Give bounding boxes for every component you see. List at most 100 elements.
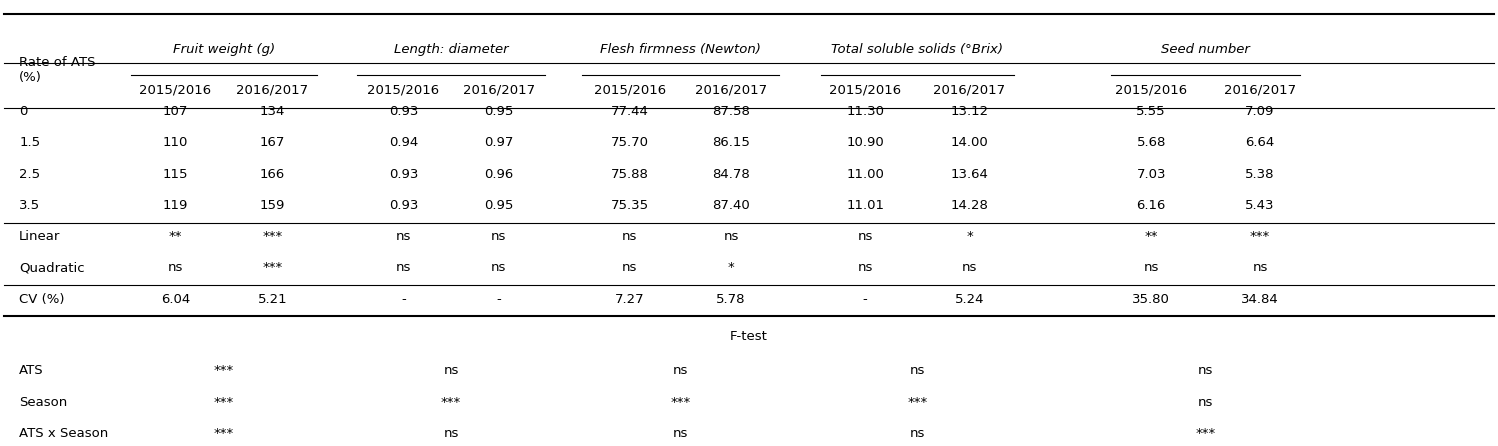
Text: 159: 159 bbox=[259, 199, 285, 212]
Text: 7.09: 7.09 bbox=[1245, 105, 1275, 118]
Text: 2015/2016: 2015/2016 bbox=[828, 83, 902, 96]
Text: 5.55: 5.55 bbox=[1137, 105, 1165, 118]
Text: ns: ns bbox=[443, 427, 458, 440]
Text: 5.43: 5.43 bbox=[1245, 199, 1275, 212]
Text: Length: diameter: Length: diameter bbox=[394, 43, 508, 56]
Text: 2015/2016: 2015/2016 bbox=[593, 83, 667, 96]
Text: ***: *** bbox=[262, 261, 283, 274]
Text: ***: *** bbox=[262, 230, 283, 243]
Text: Flesh firmness (Newton): Flesh firmness (Newton) bbox=[601, 43, 761, 56]
Text: 1.5: 1.5 bbox=[19, 136, 40, 149]
Text: 11.01: 11.01 bbox=[846, 199, 884, 212]
Text: 5.24: 5.24 bbox=[954, 293, 984, 306]
Text: 2016/2017: 2016/2017 bbox=[933, 83, 1005, 96]
Text: 7.27: 7.27 bbox=[616, 293, 644, 306]
Text: ***: *** bbox=[908, 396, 927, 409]
Text: 77.44: 77.44 bbox=[611, 105, 649, 118]
Text: ***: *** bbox=[440, 396, 461, 409]
Text: ***: *** bbox=[214, 427, 234, 440]
Text: 2016/2017: 2016/2017 bbox=[463, 83, 535, 96]
Text: 5.21: 5.21 bbox=[258, 293, 288, 306]
Text: ns: ns bbox=[491, 261, 506, 274]
Text: **: ** bbox=[169, 230, 183, 243]
Text: *: * bbox=[728, 261, 734, 274]
Text: 2.5: 2.5 bbox=[19, 168, 40, 181]
Text: -: - bbox=[496, 293, 502, 306]
Text: 167: 167 bbox=[259, 136, 285, 149]
Text: ns: ns bbox=[622, 230, 638, 243]
Text: ns: ns bbox=[962, 261, 977, 274]
Text: 86.15: 86.15 bbox=[712, 136, 750, 149]
Text: 0.93: 0.93 bbox=[388, 168, 418, 181]
Text: 7.03: 7.03 bbox=[1137, 168, 1165, 181]
Text: CV (%): CV (%) bbox=[19, 293, 64, 306]
Text: 2016/2017: 2016/2017 bbox=[237, 83, 309, 96]
Text: ns: ns bbox=[1252, 261, 1267, 274]
Text: ns: ns bbox=[1143, 261, 1159, 274]
Text: ***: *** bbox=[214, 396, 234, 409]
Text: 6.16: 6.16 bbox=[1137, 199, 1165, 212]
Text: 13.64: 13.64 bbox=[951, 168, 989, 181]
Text: Season: Season bbox=[19, 396, 67, 409]
Text: ***: *** bbox=[1195, 427, 1216, 440]
Text: 0.95: 0.95 bbox=[484, 199, 514, 212]
Text: Total soluble solids (°Brix): Total soluble solids (°Brix) bbox=[831, 43, 1004, 56]
Text: *: * bbox=[966, 230, 972, 243]
Text: 14.00: 14.00 bbox=[951, 136, 989, 149]
Text: 2015/2016: 2015/2016 bbox=[1115, 83, 1188, 96]
Text: 115: 115 bbox=[163, 168, 189, 181]
Text: 5.68: 5.68 bbox=[1137, 136, 1165, 149]
Text: ns: ns bbox=[909, 427, 926, 440]
Text: Linear: Linear bbox=[19, 230, 60, 243]
Text: 6.64: 6.64 bbox=[1245, 136, 1275, 149]
Text: 2016/2017: 2016/2017 bbox=[695, 83, 767, 96]
Text: Rate of ATS
(%): Rate of ATS (%) bbox=[19, 56, 96, 84]
Text: ns: ns bbox=[724, 230, 739, 243]
Text: 35.80: 35.80 bbox=[1132, 293, 1170, 306]
Text: ns: ns bbox=[395, 230, 410, 243]
Text: 166: 166 bbox=[259, 168, 285, 181]
Text: Fruit weight (g): Fruit weight (g) bbox=[172, 43, 276, 56]
Text: ATS: ATS bbox=[19, 364, 43, 377]
Text: -: - bbox=[863, 293, 867, 306]
Text: 2016/2017: 2016/2017 bbox=[1224, 83, 1296, 96]
Text: 0.93: 0.93 bbox=[388, 199, 418, 212]
Text: 5.78: 5.78 bbox=[716, 293, 746, 306]
Text: 0.94: 0.94 bbox=[389, 136, 418, 149]
Text: Quadratic: Quadratic bbox=[19, 261, 85, 274]
Text: ns: ns bbox=[491, 230, 506, 243]
Text: 3.5: 3.5 bbox=[19, 199, 40, 212]
Text: 75.70: 75.70 bbox=[611, 136, 649, 149]
Text: ***: *** bbox=[1249, 230, 1270, 243]
Text: **: ** bbox=[1144, 230, 1158, 243]
Text: ***: *** bbox=[670, 396, 691, 409]
Text: 134: 134 bbox=[259, 105, 285, 118]
Text: ns: ns bbox=[622, 261, 638, 274]
Text: ns: ns bbox=[909, 364, 926, 377]
Text: 11.30: 11.30 bbox=[846, 105, 884, 118]
Text: 10.90: 10.90 bbox=[846, 136, 884, 149]
Text: ns: ns bbox=[168, 261, 183, 274]
Text: 34.84: 34.84 bbox=[1240, 293, 1279, 306]
Text: 0.97: 0.97 bbox=[484, 136, 514, 149]
Text: 14.28: 14.28 bbox=[951, 199, 989, 212]
Text: 0.96: 0.96 bbox=[484, 168, 514, 181]
Text: ns: ns bbox=[395, 261, 410, 274]
Text: 5.38: 5.38 bbox=[1245, 168, 1275, 181]
Text: ns: ns bbox=[1198, 396, 1213, 409]
Text: ns: ns bbox=[1198, 364, 1213, 377]
Text: ns: ns bbox=[857, 261, 873, 274]
Text: ns: ns bbox=[673, 427, 688, 440]
Text: 11.00: 11.00 bbox=[846, 168, 884, 181]
Text: ns: ns bbox=[857, 230, 873, 243]
Text: -: - bbox=[401, 293, 406, 306]
Text: 2015/2016: 2015/2016 bbox=[139, 83, 211, 96]
Text: 75.35: 75.35 bbox=[611, 199, 649, 212]
Text: 6.04: 6.04 bbox=[160, 293, 190, 306]
Text: 2015/2016: 2015/2016 bbox=[367, 83, 439, 96]
Text: 0.95: 0.95 bbox=[484, 105, 514, 118]
Text: 75.88: 75.88 bbox=[611, 168, 649, 181]
Text: 110: 110 bbox=[163, 136, 189, 149]
Text: Seed number: Seed number bbox=[1161, 43, 1249, 56]
Text: 13.12: 13.12 bbox=[950, 105, 989, 118]
